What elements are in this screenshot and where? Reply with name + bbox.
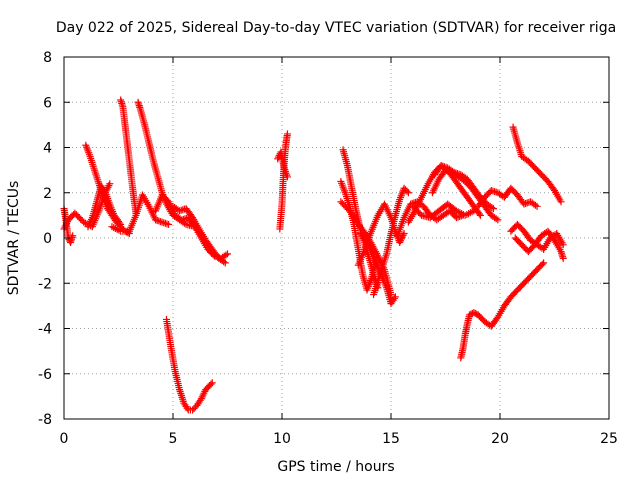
y-tick-label: -6 [38,367,52,383]
data-point [106,180,114,188]
data-point [449,167,457,175]
data-point [494,216,502,224]
data-point [531,201,539,209]
y-tick-label: -8 [38,412,52,428]
data-point [364,241,372,249]
y-tick-label: 4 [43,141,52,157]
data-point [116,219,124,227]
data-point [540,259,548,267]
data-point [476,211,484,219]
data-point [492,215,500,223]
data-point [403,187,411,195]
data-point [475,210,483,218]
y-tick-label: 0 [43,231,52,247]
data-point [391,293,399,301]
data-point [208,379,216,387]
data-point [183,404,191,412]
x-tick-label: 0 [60,431,69,447]
data-point [220,258,228,266]
data-point [117,220,125,228]
data-point [283,173,291,181]
data-point [489,205,497,213]
data-point [559,241,567,249]
data-point [224,250,231,258]
data-point [557,198,565,206]
axis-ticks [63,56,610,420]
data-point [559,254,567,262]
y-tick-label: -2 [38,276,52,292]
data-point [538,260,546,268]
axis-tick-labels: 0 5 10 15 20 25 -8 -6 -4 -2 0 2 4 6 8 [38,50,618,447]
data-points [60,96,567,414]
grid [64,57,609,419]
data-point [404,189,412,197]
data-point [165,220,173,228]
x-tick-label: 5 [169,431,178,447]
data-point [100,187,108,195]
y-tick-label: -4 [38,322,52,338]
data-point [207,380,215,388]
y-tick-label: 2 [43,186,52,202]
x-tick-label: 20 [491,431,509,447]
x-tick-label: 15 [382,431,400,447]
chart-title: Day 022 of 2025, Sidereal Day-to-day VTE… [56,20,616,36]
y-tick-label: 8 [43,50,52,66]
x-tick-label: 10 [273,431,291,447]
data-point [274,155,282,163]
data-point [222,251,230,259]
data-point [533,202,541,210]
data-point [390,295,398,303]
data-point [221,259,229,267]
data-point [470,207,478,215]
x-axis-label: GPS time / hours [277,459,394,475]
y-axis-label: SDTVAR / TECUs [6,181,22,296]
data-point [488,203,496,211]
data-point [283,130,291,138]
data-point [69,232,77,240]
x-tick-label: 25 [600,431,618,447]
y-tick-label: 6 [43,95,52,111]
data-point [196,396,204,404]
